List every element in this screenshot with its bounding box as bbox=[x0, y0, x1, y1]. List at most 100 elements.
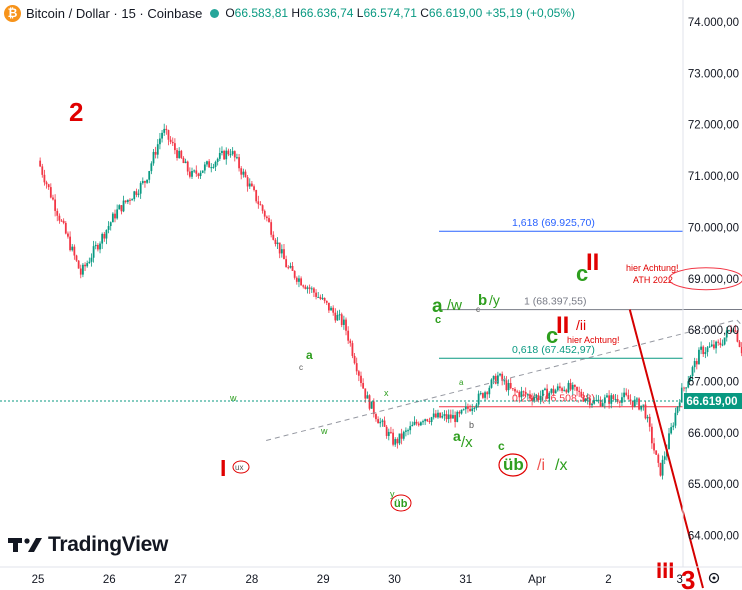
candle-body bbox=[45, 182, 48, 185]
candle-body bbox=[603, 397, 606, 404]
candle-body bbox=[642, 404, 645, 406]
candle-body bbox=[437, 412, 439, 418]
minor-label-c: c bbox=[476, 305, 480, 314]
candle-body bbox=[139, 183, 142, 194]
time-tick-label: 27 bbox=[174, 574, 187, 586]
candle-body bbox=[456, 411, 459, 422]
bitcoin-icon: ₿ bbox=[4, 4, 21, 22]
candle-body bbox=[122, 200, 125, 212]
candle-body bbox=[447, 414, 450, 420]
candle-body bbox=[251, 183, 253, 187]
candle-body bbox=[86, 263, 89, 267]
price-tick-label: 71.000,00 bbox=[688, 171, 739, 183]
candle-body bbox=[114, 213, 116, 219]
time-tick-label: Apr bbox=[528, 574, 546, 586]
minor-label-a: a bbox=[459, 378, 464, 387]
candle-body bbox=[730, 330, 732, 332]
minor-label-w: w bbox=[320, 426, 328, 436]
candle-body bbox=[563, 389, 566, 391]
candle-body bbox=[285, 259, 288, 268]
candle-body bbox=[413, 421, 416, 425]
candle-body bbox=[64, 222, 67, 234]
candle-body bbox=[283, 249, 285, 260]
wave-label-ub-x: /x bbox=[555, 457, 567, 474]
candle-body bbox=[263, 210, 266, 217]
candle-body bbox=[710, 344, 713, 347]
candle-body bbox=[541, 389, 544, 396]
wave-label-III: III bbox=[656, 558, 674, 583]
candle-body bbox=[176, 150, 178, 159]
candle-body bbox=[663, 456, 666, 460]
current-price-badge bbox=[684, 393, 742, 410]
price-tick-label: 74.000,00 bbox=[688, 17, 739, 29]
tradingview-logo[interactable]: TradingView bbox=[8, 533, 168, 557]
candle-body bbox=[82, 264, 84, 275]
low-value: 66.574,71 bbox=[363, 6, 417, 20]
candle-body bbox=[186, 161, 189, 172]
candle-body bbox=[576, 386, 578, 391]
candle-body bbox=[109, 222, 112, 227]
candle-body bbox=[144, 181, 146, 183]
candle-body bbox=[208, 161, 211, 168]
candle-body bbox=[323, 297, 326, 301]
candle-body bbox=[210, 167, 213, 169]
candle-body bbox=[159, 138, 161, 145]
candle-body bbox=[126, 199, 129, 203]
candle-body bbox=[638, 398, 640, 410]
minor-label-x: x bbox=[384, 388, 389, 398]
time-tick-label: 31 bbox=[459, 574, 472, 586]
candle-body bbox=[511, 388, 514, 390]
candle-body bbox=[610, 395, 613, 404]
candle-body bbox=[368, 395, 371, 409]
candle-body bbox=[738, 341, 741, 347]
candle-body bbox=[383, 420, 386, 427]
symbol-title[interactable]: Bitcoin / Dollar · 15 · Coinbase bbox=[26, 5, 203, 21]
candle-body bbox=[236, 157, 238, 159]
minor-label-y: y bbox=[390, 489, 395, 499]
candle-body bbox=[736, 330, 739, 342]
candle-body bbox=[351, 343, 354, 356]
candle-body bbox=[514, 388, 516, 392]
gear-icon[interactable] bbox=[708, 572, 720, 584]
candle-body bbox=[259, 204, 262, 206]
hint-achtung: hier Achtung! bbox=[567, 335, 620, 345]
candle-body bbox=[629, 399, 632, 402]
candle-body bbox=[94, 244, 97, 247]
candle-body bbox=[304, 286, 307, 289]
candle-body bbox=[432, 413, 435, 418]
candle-body bbox=[725, 330, 728, 338]
candle-body bbox=[75, 255, 78, 261]
candle-body bbox=[321, 297, 324, 299]
candle-body bbox=[238, 157, 240, 169]
candle-body bbox=[507, 383, 510, 391]
candle-body bbox=[274, 239, 277, 245]
candle-body bbox=[338, 314, 341, 316]
candle-body bbox=[676, 406, 679, 413]
candle-body bbox=[201, 170, 204, 173]
time-tick-label: 25 bbox=[32, 574, 45, 586]
candle-body bbox=[659, 462, 662, 476]
candle-body bbox=[375, 414, 377, 420]
candle-body bbox=[253, 186, 255, 191]
candle-body bbox=[633, 399, 636, 407]
candle-body bbox=[394, 439, 397, 445]
candle-body bbox=[693, 361, 696, 368]
candle-body bbox=[381, 420, 384, 422]
candle-body bbox=[402, 431, 405, 439]
fib-level-label: 1,618 (69.925,70) bbox=[512, 217, 595, 229]
ohlc-readout: O66.583,81 H66.636,74 L66.574,71 C66.619… bbox=[225, 6, 575, 20]
candle-body bbox=[41, 166, 44, 175]
candle-body bbox=[501, 373, 504, 381]
candle-body bbox=[216, 158, 219, 162]
candle-body bbox=[734, 330, 737, 332]
candle-body bbox=[443, 414, 446, 416]
candle-body bbox=[586, 398, 589, 400]
candle-body bbox=[165, 128, 168, 131]
candle-body bbox=[477, 393, 480, 405]
candle-body bbox=[539, 395, 542, 401]
ub-main-circle bbox=[498, 453, 528, 477]
minor-label-w: w bbox=[229, 393, 237, 403]
minor-label-ux: ux bbox=[235, 463, 243, 472]
candle-body bbox=[146, 179, 148, 183]
